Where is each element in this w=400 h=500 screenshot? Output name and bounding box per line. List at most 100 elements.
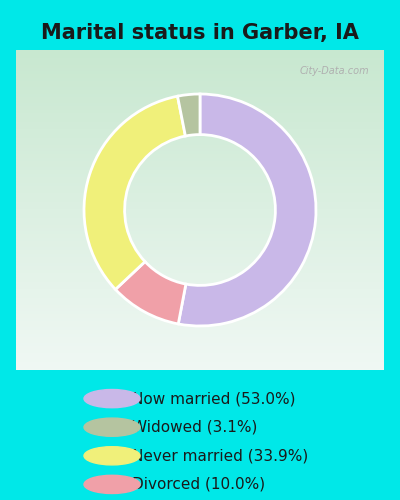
Bar xyxy=(16,245,384,248)
Bar xyxy=(16,98,384,101)
Bar xyxy=(16,175,384,178)
Bar xyxy=(16,280,384,283)
Bar xyxy=(16,322,384,325)
Bar xyxy=(16,239,384,242)
Bar xyxy=(16,56,384,59)
Bar xyxy=(16,264,384,268)
Text: City-Data.com: City-Data.com xyxy=(300,66,369,76)
Bar xyxy=(16,296,384,300)
Bar xyxy=(16,120,384,124)
Bar xyxy=(16,204,384,207)
Bar xyxy=(16,242,384,245)
Bar xyxy=(16,309,384,312)
Circle shape xyxy=(84,418,140,436)
Bar xyxy=(16,258,384,261)
Bar xyxy=(16,328,384,332)
Bar xyxy=(16,178,384,181)
Bar xyxy=(16,367,384,370)
Bar xyxy=(16,194,384,197)
Bar xyxy=(16,351,384,354)
Bar xyxy=(16,85,384,88)
Bar xyxy=(16,130,384,133)
Bar xyxy=(16,274,384,277)
Bar xyxy=(16,290,384,293)
Bar xyxy=(16,197,384,200)
Circle shape xyxy=(84,476,140,494)
Bar xyxy=(16,146,384,149)
Bar xyxy=(16,162,384,165)
Wedge shape xyxy=(84,96,186,290)
Bar xyxy=(16,79,384,82)
Bar xyxy=(16,255,384,258)
Bar xyxy=(16,133,384,136)
Bar xyxy=(16,364,384,367)
Bar xyxy=(16,293,384,296)
Bar xyxy=(16,216,384,220)
Bar xyxy=(16,191,384,194)
Bar xyxy=(16,341,384,344)
Bar xyxy=(16,184,384,188)
Bar xyxy=(16,101,384,104)
Bar xyxy=(16,181,384,184)
Bar xyxy=(16,236,384,239)
Bar xyxy=(16,127,384,130)
Bar xyxy=(16,207,384,210)
Bar xyxy=(16,360,384,364)
Bar xyxy=(16,344,384,348)
Bar xyxy=(16,60,384,63)
Bar xyxy=(16,152,384,156)
Bar xyxy=(16,136,384,140)
Bar xyxy=(16,284,384,287)
Bar xyxy=(16,143,384,146)
Bar xyxy=(16,335,384,338)
Text: Marital status in Garber, IA: Marital status in Garber, IA xyxy=(41,22,359,42)
Bar xyxy=(16,140,384,143)
Bar xyxy=(16,149,384,152)
Bar xyxy=(16,159,384,162)
Bar xyxy=(16,53,384,56)
Bar xyxy=(16,232,384,235)
Bar xyxy=(16,200,384,203)
Bar xyxy=(16,88,384,92)
Bar xyxy=(16,252,384,255)
Wedge shape xyxy=(116,262,186,324)
Wedge shape xyxy=(178,94,200,136)
Bar xyxy=(16,261,384,264)
Bar xyxy=(16,248,384,252)
Bar xyxy=(16,168,384,172)
Bar xyxy=(16,226,384,229)
Bar xyxy=(16,76,384,79)
Bar xyxy=(16,316,384,319)
Bar xyxy=(16,124,384,127)
Bar xyxy=(16,165,384,168)
Bar xyxy=(16,95,384,98)
Wedge shape xyxy=(178,94,316,326)
Bar xyxy=(16,108,384,111)
Bar xyxy=(16,229,384,232)
Bar xyxy=(16,172,384,175)
Bar xyxy=(16,72,384,76)
Bar xyxy=(16,319,384,322)
Bar xyxy=(16,66,384,69)
Bar xyxy=(16,357,384,360)
Bar xyxy=(16,287,384,290)
Bar xyxy=(16,156,384,159)
Bar xyxy=(16,69,384,72)
Bar xyxy=(16,114,384,117)
Bar xyxy=(16,82,384,85)
Bar xyxy=(16,50,384,53)
Bar xyxy=(16,210,384,213)
Bar xyxy=(16,117,384,120)
Text: Now married (53.0%): Now married (53.0%) xyxy=(132,391,296,406)
Bar xyxy=(16,277,384,280)
Bar xyxy=(16,271,384,274)
Text: Widowed (3.1%): Widowed (3.1%) xyxy=(132,420,257,434)
Bar xyxy=(16,332,384,335)
Bar xyxy=(16,213,384,216)
Bar xyxy=(16,325,384,328)
Bar xyxy=(16,223,384,226)
Bar xyxy=(16,111,384,114)
Bar xyxy=(16,354,384,357)
Bar xyxy=(16,338,384,341)
Bar xyxy=(16,268,384,271)
